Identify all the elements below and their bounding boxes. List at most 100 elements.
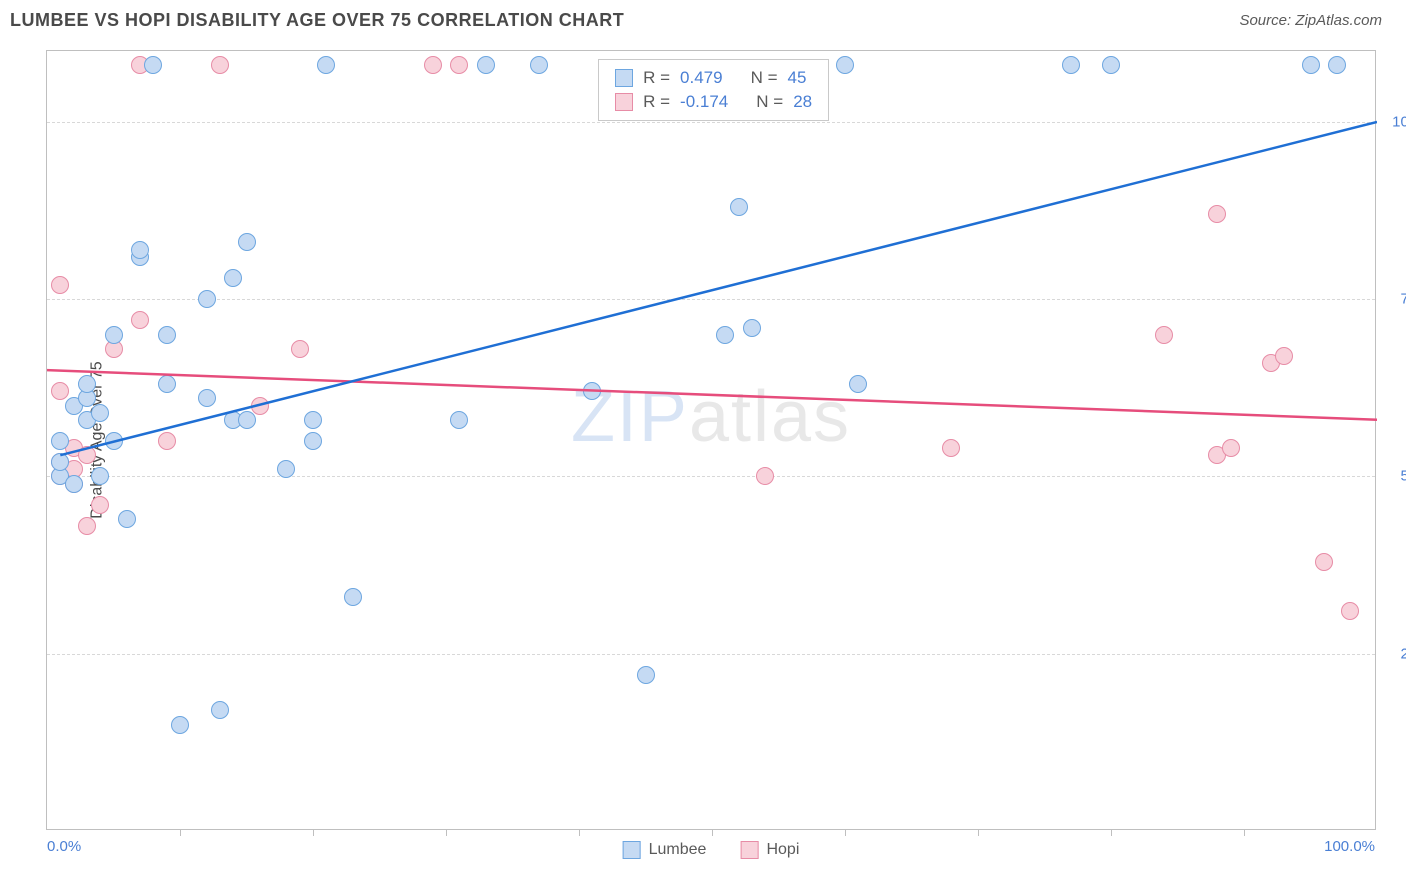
legend-item-lumbee: Lumbee <box>623 841 707 859</box>
data-point-lumbee <box>91 467 109 485</box>
data-point-lumbee <box>105 432 123 450</box>
data-point-lumbee <box>450 411 468 429</box>
data-point-lumbee <box>224 269 242 287</box>
stats-row-lumbee: R = 0.479 N = 45 <box>615 66 812 90</box>
data-point-lumbee <box>65 475 83 493</box>
data-point-lumbee <box>317 56 335 74</box>
data-point-lumbee <box>91 404 109 422</box>
data-point-lumbee <box>198 290 216 308</box>
data-point-lumbee <box>716 326 734 344</box>
data-point-lumbee <box>238 411 256 429</box>
y-tick-label: 25.0% <box>1400 645 1406 662</box>
data-point-lumbee <box>1062 56 1080 74</box>
data-point-lumbee <box>1102 56 1120 74</box>
r-value-lumbee: 0.479 <box>680 68 723 88</box>
data-point-hopi <box>251 397 269 415</box>
plot-area: ZIPatlas 25.0%50.0%75.0%100.0% <box>47 51 1375 829</box>
data-point-lumbee <box>158 326 176 344</box>
x-label-max: 100.0% <box>1324 838 1375 855</box>
swatch-lumbee-legend <box>623 841 641 859</box>
data-point-hopi <box>78 517 96 535</box>
data-point-hopi <box>1275 347 1293 365</box>
data-point-hopi <box>424 56 442 74</box>
data-point-lumbee <box>304 432 322 450</box>
data-point-hopi <box>756 467 774 485</box>
y-tick-label: 50.0% <box>1400 468 1406 485</box>
data-point-lumbee <box>78 375 96 393</box>
data-point-lumbee <box>849 375 867 393</box>
watermark: ZIPatlas <box>571 376 851 458</box>
data-point-lumbee <box>198 389 216 407</box>
data-point-hopi <box>291 340 309 358</box>
x-tick <box>1244 829 1245 836</box>
swatch-hopi <box>615 93 633 111</box>
data-point-lumbee <box>158 375 176 393</box>
gridline <box>47 299 1375 300</box>
data-point-lumbee <box>836 56 854 74</box>
gridline <box>47 654 1375 655</box>
data-point-hopi <box>78 446 96 464</box>
r-value-hopi: -0.174 <box>680 92 728 112</box>
chart-frame: Disability Age Over 75 ZIPatlas 25.0%50.… <box>46 50 1376 830</box>
data-point-lumbee <box>730 198 748 216</box>
n-value-hopi: 28 <box>793 92 812 112</box>
data-point-lumbee <box>51 432 69 450</box>
data-point-hopi <box>51 276 69 294</box>
data-point-lumbee <box>51 453 69 471</box>
data-point-hopi <box>1222 439 1240 457</box>
stats-box: R = 0.479 N = 45 R = -0.174 N = 28 <box>598 59 829 121</box>
x-tick <box>712 829 713 836</box>
trend-line <box>47 51 1377 831</box>
legend-label-lumbee: Lumbee <box>649 841 707 859</box>
data-point-hopi <box>51 382 69 400</box>
legend-item-hopi: Hopi <box>740 841 799 859</box>
x-tick <box>579 829 580 836</box>
data-point-lumbee <box>277 460 295 478</box>
x-tick <box>313 829 314 836</box>
gridline <box>47 476 1375 477</box>
data-point-hopi <box>942 439 960 457</box>
legend: Lumbee Hopi <box>623 841 800 859</box>
x-label-min: 0.0% <box>47 838 81 855</box>
data-point-hopi <box>131 311 149 329</box>
data-point-lumbee <box>211 701 229 719</box>
n-value-lumbee: 45 <box>788 68 807 88</box>
data-point-hopi <box>450 56 468 74</box>
swatch-lumbee <box>615 69 633 87</box>
data-point-hopi <box>211 56 229 74</box>
data-point-lumbee <box>171 716 189 734</box>
data-point-hopi <box>1341 602 1359 620</box>
data-point-hopi <box>91 496 109 514</box>
data-point-hopi <box>1315 553 1333 571</box>
x-tick <box>978 829 979 836</box>
x-tick <box>845 829 846 836</box>
data-point-lumbee <box>144 56 162 74</box>
data-point-lumbee <box>743 319 761 337</box>
data-point-lumbee <box>530 56 548 74</box>
stats-row-hopi: R = -0.174 N = 28 <box>615 90 812 114</box>
x-tick <box>446 829 447 836</box>
data-point-lumbee <box>637 666 655 684</box>
swatch-hopi-legend <box>740 841 758 859</box>
y-tick-label: 75.0% <box>1400 291 1406 308</box>
data-point-lumbee <box>1302 56 1320 74</box>
data-point-lumbee <box>583 382 601 400</box>
data-point-lumbee <box>105 326 123 344</box>
source-label: Source: ZipAtlas.com <box>1239 12 1382 29</box>
data-point-hopi <box>158 432 176 450</box>
data-point-lumbee <box>344 588 362 606</box>
gridline <box>47 122 1375 123</box>
data-point-lumbee <box>118 510 136 528</box>
data-point-lumbee <box>477 56 495 74</box>
data-point-lumbee <box>1328 56 1346 74</box>
x-tick <box>1111 829 1112 836</box>
data-point-hopi <box>1155 326 1173 344</box>
trend-line <box>47 51 1377 831</box>
y-tick-label: 100.0% <box>1392 113 1406 130</box>
data-point-lumbee <box>238 233 256 251</box>
data-point-hopi <box>1208 205 1226 223</box>
legend-label-hopi: Hopi <box>766 841 799 859</box>
x-tick <box>180 829 181 836</box>
chart-title: LUMBEE VS HOPI DISABILITY AGE OVER 75 CO… <box>10 10 624 31</box>
data-point-lumbee <box>131 241 149 259</box>
